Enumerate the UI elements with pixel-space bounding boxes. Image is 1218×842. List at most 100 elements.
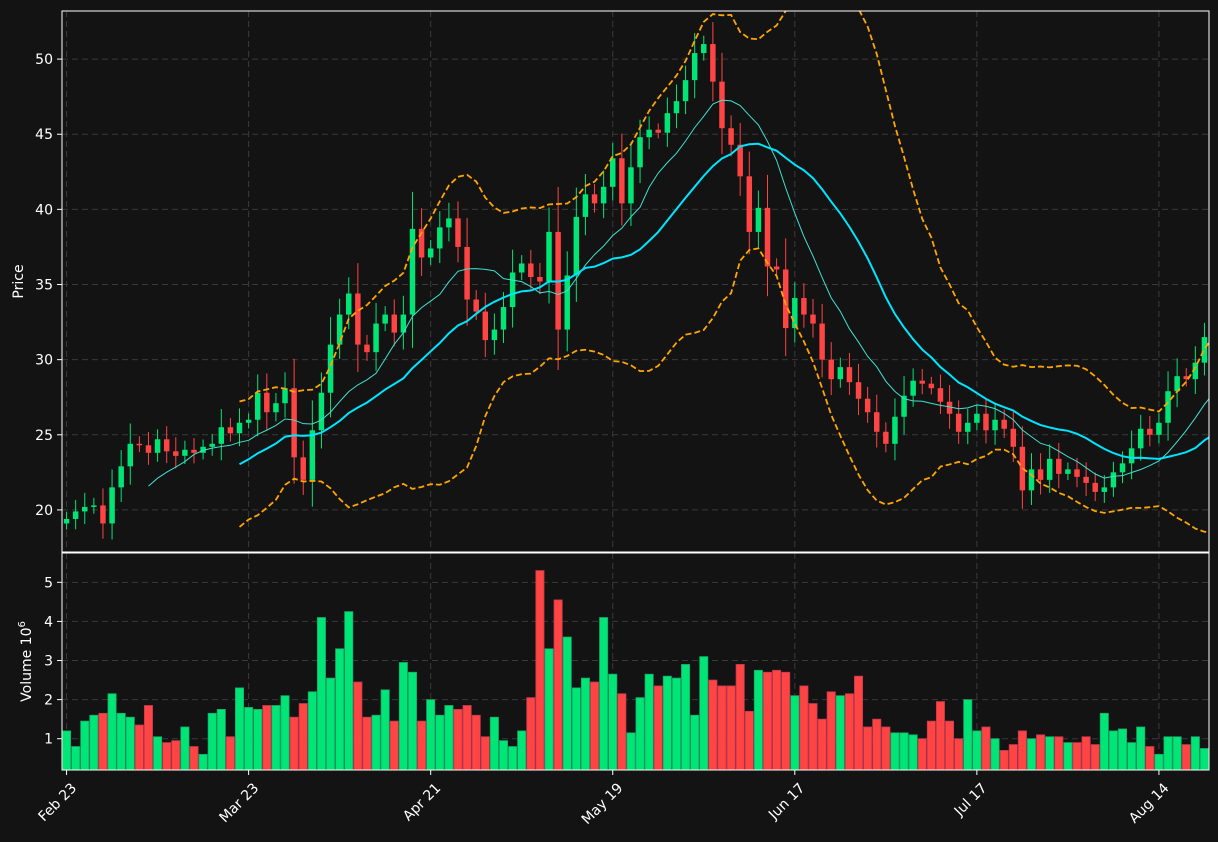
- candle-body: [500, 307, 507, 330]
- volume-bar: [954, 738, 964, 771]
- candle-body: [764, 207, 771, 267]
- volume-bar: [407, 671, 417, 771]
- candle-body: [1046, 458, 1053, 480]
- candle-body: [518, 263, 525, 273]
- candle-body: [364, 344, 370, 353]
- candle-body: [646, 129, 652, 138]
- date-tick-label: Aug 14: [1126, 780, 1172, 826]
- candle-body: [200, 446, 206, 453]
- candle-body: [1192, 362, 1199, 380]
- volume-bar: [699, 656, 709, 771]
- volume-bar: [799, 685, 809, 771]
- volume-bar: [453, 708, 463, 771]
- upper-band-line: [239, 11, 1209, 413]
- volume-axis-label: Volume: [19, 645, 35, 702]
- candle-body: [391, 314, 397, 333]
- volume-bar: [1063, 742, 1073, 771]
- volume-bar: [854, 675, 864, 771]
- candle-body: [1211, 337, 1216, 351]
- candle-body: [182, 449, 188, 456]
- candle-body: [318, 392, 325, 431]
- candle-body: [819, 323, 825, 360]
- candle-body: [346, 293, 352, 315]
- candle-body: [910, 380, 916, 396]
- volume-bar: [553, 599, 563, 771]
- candle-body: [154, 439, 161, 453]
- candle-body: [1147, 428, 1153, 435]
- volume-bar: [62, 730, 72, 771]
- volume-bar: [71, 746, 81, 771]
- candle-body: [737, 144, 743, 177]
- volume-bar: [1172, 736, 1182, 771]
- volume-bar: [945, 720, 955, 771]
- candle-body: [418, 228, 425, 258]
- candle-body: [1119, 463, 1126, 473]
- volume-bar: [198, 753, 208, 771]
- candle-body: [1128, 448, 1135, 464]
- candle-body: [1001, 419, 1007, 429]
- price-panel-frame: [61, 10, 1210, 553]
- candle-body: [582, 194, 589, 217]
- candle-body: [710, 44, 716, 82]
- candle-body: [327, 344, 334, 393]
- volume-bar: [235, 687, 245, 771]
- volume-bar: [162, 742, 172, 771]
- volume-bar: [744, 710, 754, 771]
- volume-bar: [480, 736, 490, 771]
- volume-bar: [1145, 746, 1155, 771]
- candle-body: [928, 383, 935, 389]
- volume-panel-frame: [61, 552, 1210, 771]
- volume-bar: [726, 685, 736, 771]
- price-tick-label: 25: [35, 428, 53, 444]
- candle-body: [473, 299, 479, 312]
- candle-body: [1010, 428, 1017, 447]
- candle-body: [373, 323, 379, 353]
- volume-tick-label: 5: [44, 575, 53, 591]
- volume-bar: [1127, 742, 1137, 771]
- volume-bar: [908, 734, 918, 771]
- price-tick-label: 35: [35, 278, 53, 294]
- candle-body: [846, 367, 853, 383]
- volume-bar: [580, 677, 590, 771]
- candle-body: [664, 113, 671, 133]
- volume-bar: [662, 675, 672, 771]
- candle-body: [100, 505, 106, 524]
- volume-bar: [808, 703, 818, 771]
- price-tick-label: 20: [35, 503, 53, 519]
- volume-bar: [371, 714, 381, 771]
- candle-body: [191, 449, 197, 453]
- volume-bar: [171, 740, 181, 771]
- volume-bar: [608, 673, 618, 771]
- volume-bar: [444, 705, 454, 771]
- date-tick-label: Jul 17: [951, 780, 991, 820]
- candle-body: [937, 388, 944, 402]
- volume-bar: [289, 716, 299, 771]
- candle-body: [528, 263, 534, 277]
- volume-bar: [899, 732, 909, 771]
- candle-body: [1156, 422, 1162, 435]
- volume-tick-label: 3: [44, 654, 53, 670]
- volume-bar: [489, 716, 499, 771]
- volume-bar: [1072, 742, 1082, 771]
- price-axis-title: Price: [11, 264, 27, 298]
- volume-bar: [125, 716, 135, 771]
- candle-body: [564, 275, 570, 330]
- candle-body: [1065, 469, 1071, 474]
- candle-body: [1037, 469, 1044, 480]
- slow-moving-average-line: [239, 142, 1209, 466]
- volume-bar: [316, 617, 326, 771]
- volume-bar: [599, 617, 609, 771]
- candle-body: [782, 269, 789, 329]
- volume-bar: [935, 701, 945, 771]
- price-tick-label: 50: [35, 52, 53, 68]
- candle-body: [227, 427, 234, 434]
- volume-bar: [844, 693, 854, 771]
- volume-bar: [990, 738, 1000, 771]
- volume-bar: [344, 611, 354, 771]
- candle-body: [864, 398, 871, 413]
- candle-body: [773, 266, 780, 270]
- candle-body: [1201, 337, 1208, 363]
- volume-bar: [826, 691, 836, 771]
- candle-body: [409, 228, 416, 315]
- volume-bar: [1199, 748, 1209, 771]
